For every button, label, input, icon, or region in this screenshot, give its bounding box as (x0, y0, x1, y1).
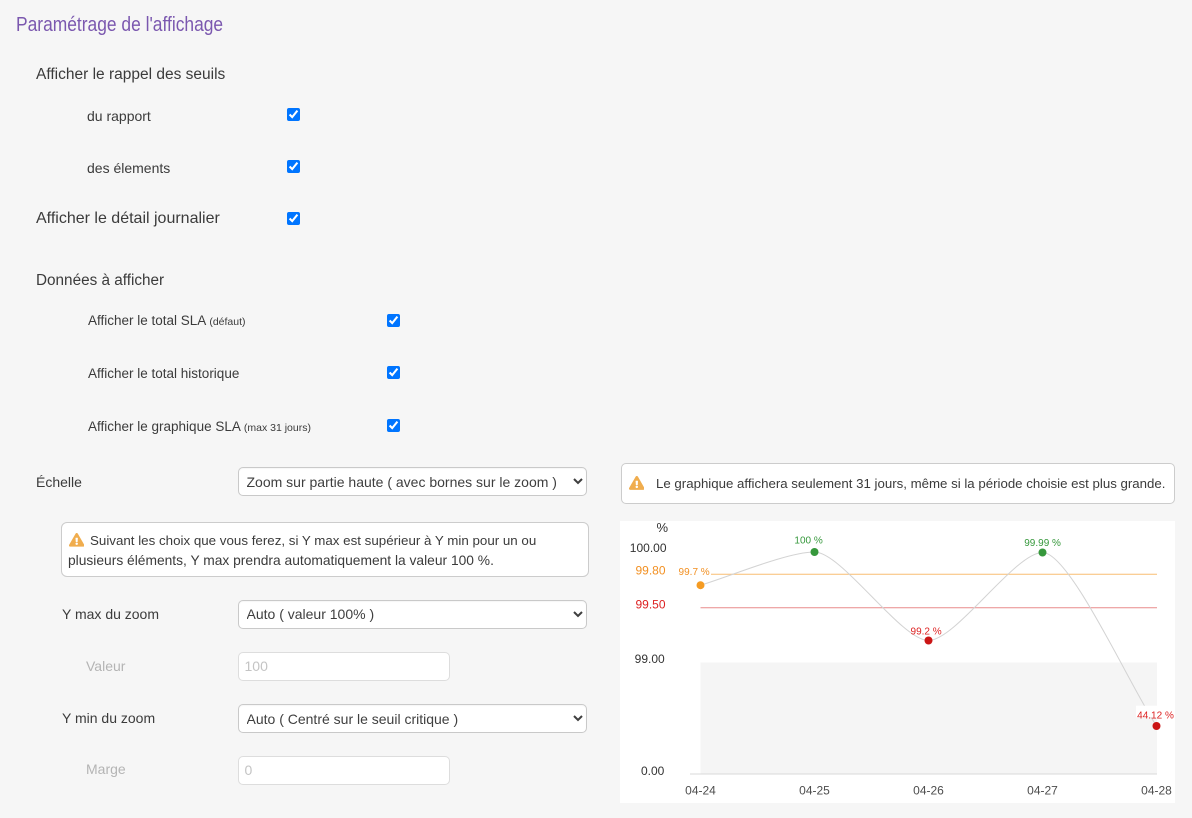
svg-text:44.12 %: 44.12 % (1137, 710, 1174, 721)
svg-text:99.00: 99.00 (634, 652, 664, 666)
svg-text:99.7 %: 99.7 % (678, 567, 709, 578)
svg-text:04-26: 04-26 (913, 784, 944, 798)
svg-text:04-24: 04-24 (685, 784, 716, 798)
svg-text:100.00: 100.00 (629, 541, 666, 555)
svg-text:04-27: 04-27 (1027, 784, 1058, 798)
svg-text:04-25: 04-25 (799, 784, 830, 798)
svg-text:%: % (656, 521, 668, 535)
svg-text:99.80: 99.80 (635, 563, 665, 577)
svg-text:100 %: 100 % (794, 536, 822, 547)
svg-text:99.2 %: 99.2 % (910, 627, 941, 638)
svg-text:99.99 %: 99.99 % (1024, 538, 1061, 549)
svg-text:99.50: 99.50 (635, 597, 665, 611)
svg-text:0.00: 0.00 (640, 764, 664, 778)
svg-text:04-28: 04-28 (1141, 784, 1172, 798)
